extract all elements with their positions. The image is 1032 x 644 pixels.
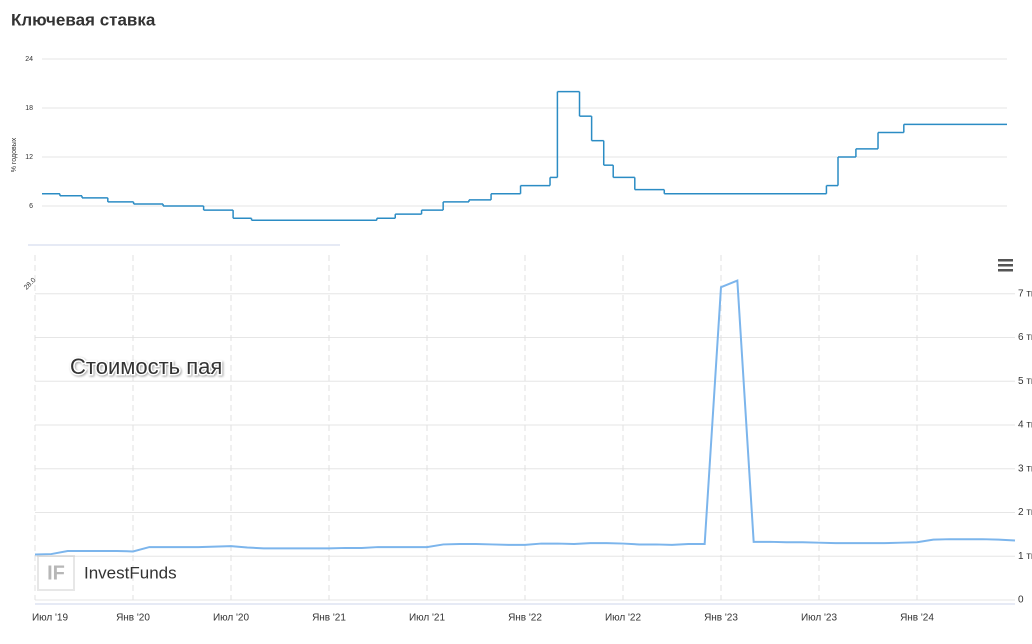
y-tick-label: 7 тыс: [1018, 288, 1032, 299]
y-tick-label: 3 тыс: [1018, 463, 1032, 474]
x-tick-label: Янв '23: [704, 613, 738, 624]
y-tick-label: 18: [25, 105, 33, 112]
menu-bar: [998, 269, 1013, 272]
menu-button[interactable]: [998, 259, 1013, 272]
y-axis-label: % годовых: [11, 137, 18, 172]
x-tick-label: Июл '21: [409, 613, 446, 624]
x-tick-label: Янв '24: [900, 613, 934, 624]
menu-bar: [998, 264, 1013, 267]
menu-bar: [998, 259, 1013, 262]
y-tick-label: 12: [25, 154, 33, 161]
x-tick-label: Июл '23: [801, 613, 838, 624]
watermark: InvestFunds: [84, 563, 177, 582]
y-tick-label: 1 тыс: [1018, 551, 1032, 562]
watermark-logo: IF: [37, 555, 75, 591]
x-tick-label: Янв '22: [508, 613, 542, 624]
series-line: [34, 279, 1016, 556]
y-tick-label: 0: [1018, 595, 1024, 606]
y-tick-label: 4 тыс: [1018, 420, 1032, 431]
y-tick-label: 2 тыс: [1018, 507, 1032, 518]
x-tick-label: Июл '20: [213, 613, 250, 624]
x-tick-label: Янв '20: [116, 613, 150, 624]
chart: 6 12 18 24: [25, 56, 1007, 222]
logo-box: [37, 555, 75, 591]
y-tick-label: 6 тыс: [1018, 332, 1032, 343]
y-tick-label: 24: [25, 56, 33, 63]
chart: 0 1 тыс 2 тыс 3 тыс 4 тыс 5 тыс 6 тыс 7 тыс Июл …: [32, 255, 1032, 624]
y-tick-label: 5 тыс: [1018, 376, 1032, 387]
x-tick-label: Янв '21: [312, 613, 346, 624]
x-tick-label: Июл '22: [605, 613, 642, 624]
x-tick-label: Июл '19: [32, 613, 69, 624]
chart-title: Ключевая ставка: [11, 10, 156, 29]
logo-mark: IF: [47, 562, 65, 584]
chart-title: Стоимость пая: [70, 354, 222, 379]
y-tick-label: 6: [29, 203, 33, 210]
